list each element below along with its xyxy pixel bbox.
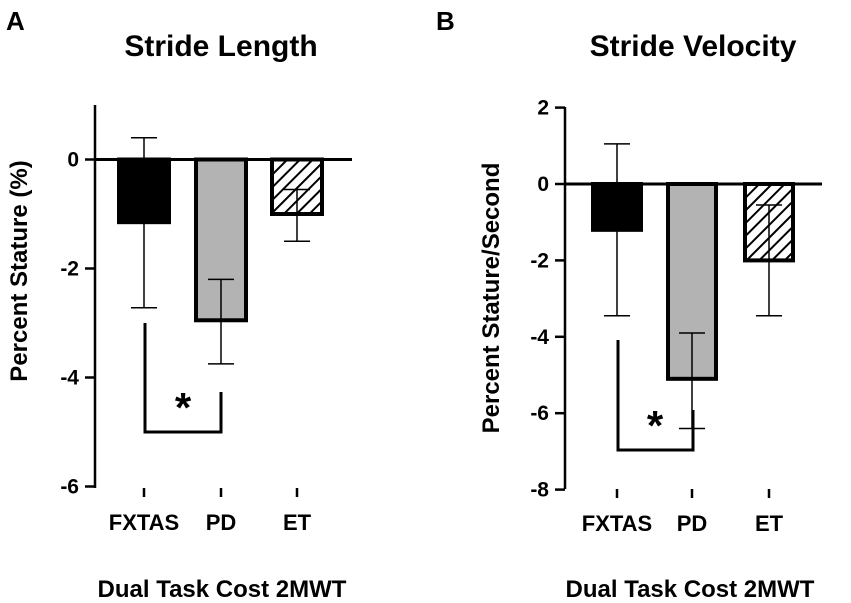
panel-b-letter: B <box>436 6 455 36</box>
panel-b-significance-bracket <box>616 340 695 452</box>
panel-a-plot: 0 -2 -4 -6 FXTAS PD ET * <box>60 105 352 535</box>
panel-b-y-tick-label: 0 <box>537 173 549 196</box>
panel-b-category-label: ET <box>755 511 784 536</box>
panel-a-y-tick-label: -2 <box>60 258 79 281</box>
panel-a-y-tick-label: -6 <box>60 476 79 499</box>
panel-b-plot: 2 0 -2 -4 -6 -8 FXTAS PD ET * <box>530 97 822 536</box>
panel-b-y-tick-label: -2 <box>530 249 549 272</box>
panel-b-y-tick-label: -8 <box>530 479 549 502</box>
panel-a-y-axis-label: Percent Stature (%) <box>6 160 33 381</box>
panel-b-y-tick-label: 2 <box>537 97 549 120</box>
panel-b-category-label: PD <box>677 511 708 536</box>
panel-b-y-tick-label: -6 <box>530 402 549 425</box>
panel-b-significance-star: * <box>647 402 664 449</box>
panel-b-category-label: FXTAS <box>582 511 652 536</box>
panel-a-title: Stride Length <box>124 30 317 63</box>
panel-a-x-axis-title: Dual Task Cost 2MWT <box>98 576 347 603</box>
panel-a-significance-bracket <box>143 323 223 434</box>
panel-b-x-axis-title: Dual Task Cost 2MWT <box>566 576 815 603</box>
panel-a-y-tick-label: 0 <box>67 149 79 172</box>
panel-a-category-label: PD <box>206 510 237 535</box>
panel-a-category-label: ET <box>283 510 312 535</box>
panel-b-y-axis-label: Percent Stature/Second <box>478 163 505 434</box>
panel-a-letter: A <box>6 6 25 36</box>
panel-b-y-tick-label: -4 <box>530 326 549 349</box>
panel-a-y-tick-label: -4 <box>60 367 79 390</box>
panel-b-title: Stride Velocity <box>590 30 797 63</box>
panel-a-category-label: FXTAS <box>109 510 179 535</box>
panel-a-significance-star: * <box>175 384 192 431</box>
